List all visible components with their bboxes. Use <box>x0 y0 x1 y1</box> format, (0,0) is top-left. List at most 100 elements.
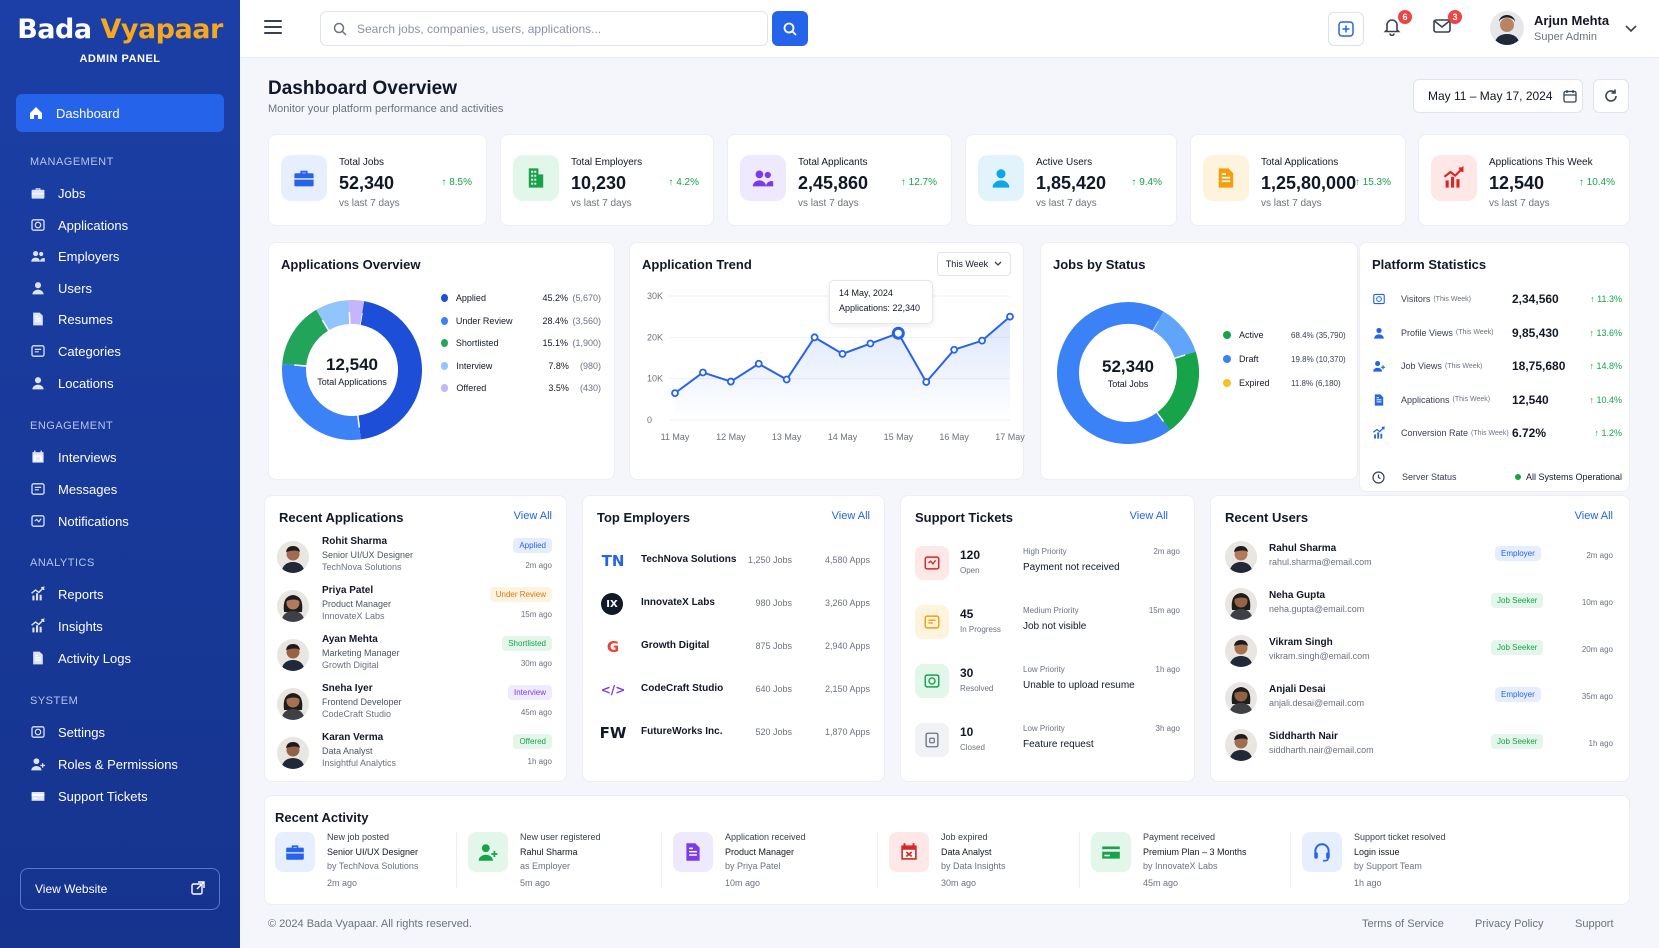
sidebar-item-messages[interactable]: Messages <box>30 478 117 500</box>
avatar[interactable] <box>1225 588 1257 620</box>
employer-name[interactable]: Growth Digital <box>641 640 710 651</box>
sidebar-item-locations[interactable]: Locations <box>30 372 114 394</box>
donut-slice-draft[interactable] <box>1156 351 1199 431</box>
date-range-picker[interactable]: May 11 – May 17, 2024 <box>1413 79 1583 113</box>
applicant-name[interactable]: Ayan Mehta <box>322 634 378 645</box>
sidebar-item-roles-permissions[interactable]: Roles & Permissions <box>30 753 178 775</box>
avatar[interactable] <box>1225 541 1257 573</box>
avatar[interactable] <box>277 737 309 769</box>
user-name[interactable]: Vikram Singh <box>1269 637 1333 648</box>
donut-slice-offered[interactable] <box>348 300 365 325</box>
view-website-button[interactable]: View Website <box>20 868 220 910</box>
activity-main[interactable]: Data Analyst <box>941 847 992 857</box>
data-point[interactable] <box>891 326 905 340</box>
data-point[interactable] <box>866 339 875 348</box>
ticket-subject[interactable]: Payment not received <box>1023 562 1120 573</box>
activity-main[interactable]: Product Manager <box>725 847 795 857</box>
sidebar-item-dashboard[interactable]: Dashboard <box>16 94 224 132</box>
notifications-button[interactable]: 6 <box>1382 10 1412 40</box>
donut-slice-shortlisted[interactable] <box>282 309 330 367</box>
data-point[interactable] <box>950 345 959 354</box>
view-all-link[interactable]: View All <box>1129 510 1168 522</box>
activity-main[interactable]: Premium Plan – 3 Months <box>1143 847 1247 857</box>
sidebar-item-support-tickets[interactable]: Support Tickets <box>30 785 148 807</box>
sidebar-item-jobs[interactable]: Jobs <box>30 182 85 204</box>
ticket-subject[interactable]: Feature request <box>1023 739 1094 750</box>
data-point[interactable] <box>810 333 819 342</box>
view-all-link[interactable]: View All <box>831 510 870 522</box>
data-point[interactable] <box>838 349 847 358</box>
user-name[interactable]: Siddharth Nair <box>1269 731 1338 742</box>
avatar[interactable] <box>1225 682 1257 714</box>
search-input[interactable]: Search jobs, companies, users, applicati… <box>320 11 768 46</box>
employer-name[interactable]: InnovateX Labs <box>641 597 715 608</box>
add-button[interactable] <box>1328 12 1364 46</box>
footer-link-terms[interactable]: Terms of Service <box>1362 918 1444 930</box>
applicant-name[interactable]: Rohit Sharma <box>322 536 388 547</box>
user-name[interactable]: Rahul Sharma <box>1269 543 1337 554</box>
sidebar-item-categories[interactable]: Categories <box>30 340 121 362</box>
avatar[interactable] <box>277 590 309 622</box>
refresh-button[interactable] <box>1593 79 1629 113</box>
donut-slice-active[interactable] <box>1057 302 1170 444</box>
sidebar-item-users[interactable]: Users <box>30 277 92 299</box>
donut-slice-expired[interactable] <box>1152 311 1196 359</box>
stat-card-total-jobs[interactable]: Total Jobs 52,340 vs last 7 days ↑ 8.5% <box>268 134 487 226</box>
footer-link-support[interactable]: Support <box>1575 918 1614 930</box>
stat-card-total-applications[interactable]: Total Applications 1,25,80,000 vs last 7 d… <box>1190 134 1406 226</box>
data-point[interactable] <box>699 368 707 377</box>
donut-slice-interview[interactable] <box>316 300 351 331</box>
messages-button[interactable]: 3 <box>1432 10 1462 40</box>
sidebar-item-insights[interactable]: Insights <box>30 615 103 637</box>
sidebar-item-applications[interactable]: Applications <box>30 214 128 236</box>
data-point[interactable] <box>1006 312 1014 321</box>
employer-name[interactable]: CodeCraft Studio <box>641 683 724 694</box>
sidebar-item-reports[interactable]: Reports <box>30 583 104 605</box>
user-name[interactable]: Neha Gupta <box>1269 590 1326 601</box>
data-point[interactable] <box>978 336 986 345</box>
stat-card-active-users[interactable]: Active Users 1,85,420 vs last 7 days ↑ 9.4% <box>965 134 1177 226</box>
view-all-link[interactable]: View All <box>1574 510 1613 522</box>
activity-main[interactable]: Login issue <box>1354 847 1400 857</box>
applicant-name[interactable]: Sneha Iyer <box>322 683 373 694</box>
sidebar-item-notifications[interactable]: Notifications <box>30 510 129 532</box>
sidebar-item-resumes[interactable]: Resumes <box>30 308 113 330</box>
sidebar-item-activity-logs[interactable]: Activity Logs <box>30 647 131 669</box>
chevron-down-icon[interactable] <box>1625 20 1637 38</box>
stat-card-total-applicants[interactable]: Total Applicants 2,45,860 vs last 7 days ↑ … <box>727 134 952 226</box>
avatar[interactable] <box>1490 11 1524 45</box>
search-button[interactable] <box>772 11 808 46</box>
footer-link-privacy[interactable]: Privacy Policy <box>1475 918 1544 930</box>
avatar[interactable] <box>277 688 309 720</box>
data-point[interactable] <box>782 375 791 384</box>
ticket-subject[interactable]: Unable to upload resume <box>1023 680 1135 691</box>
view-all-link[interactable]: View All <box>513 510 552 522</box>
user-name[interactable]: Arjun Mehta <box>1534 13 1610 28</box>
avatar[interactable] <box>277 541 309 573</box>
activity-main[interactable]: Senior UI/UX Designer <box>327 847 419 857</box>
brand-logo[interactable]: Bada Vyapaar ADMIN PANEL <box>0 14 240 65</box>
applicant-name[interactable]: Karan Verma <box>322 732 384 743</box>
menu-icon[interactable] <box>264 20 282 34</box>
data-point[interactable] <box>922 378 931 386</box>
applicant-name[interactable]: Priya Patel <box>322 585 374 596</box>
data-point[interactable] <box>726 377 735 386</box>
avatar[interactable] <box>1225 635 1257 667</box>
sidebar-item-settings[interactable]: Settings <box>30 721 105 743</box>
avatar[interactable] <box>277 639 309 671</box>
donut-slice-applied[interactable] <box>357 301 422 440</box>
data-point[interactable] <box>671 389 679 398</box>
stat-card-total-employers[interactable]: Total Employers 10,230 vs last 7 days ↑ 4.2… <box>500 134 714 226</box>
employer-name[interactable]: TechNova Solutions <box>641 554 737 565</box>
stat-card-applications-this-week[interactable]: Applications This Week 12,540 vs last 7 da… <box>1418 134 1630 226</box>
activity-main[interactable]: Rahul Sharma <box>520 847 578 857</box>
time-filter-dropdown[interactable]: This Week <box>937 252 1011 276</box>
user-name[interactable]: Anjali Desai <box>1269 684 1326 695</box>
employer-name[interactable]: FutureWorks Inc. <box>641 726 723 737</box>
donut-slice-under-review[interactable] <box>282 363 361 440</box>
sidebar-item-interviews[interactable]: Interviews <box>30 446 117 468</box>
sidebar-item-employers[interactable]: Employers <box>30 245 119 267</box>
data-point[interactable] <box>754 359 763 368</box>
ticket-subject[interactable]: Job not visible <box>1023 621 1087 632</box>
avatar[interactable] <box>1225 729 1257 761</box>
